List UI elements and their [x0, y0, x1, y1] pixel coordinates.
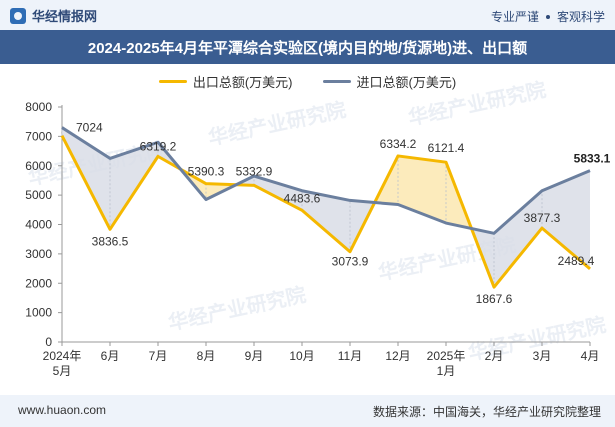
legend-item-import[interactable]: 进口总额(万美元)	[322, 70, 457, 92]
watermark-0: 华经产业研究院	[406, 77, 548, 130]
export-data-label-6: 3073.9	[332, 255, 369, 269]
tagline: 专业严谨 客观科学	[491, 8, 605, 25]
x-tick-label-0-line2: 5月	[53, 364, 72, 378]
y-tick-label-8: 8000	[25, 100, 52, 114]
import-data-label-11: 5833.1	[574, 152, 611, 166]
footer: www.huaon.com 数据来源：中国海关，华经产业研究院整理	[0, 395, 615, 427]
export-data-label-11: 2489.4	[558, 254, 595, 268]
x-tick-label-0: 2024年	[43, 349, 82, 363]
x-tick-label-8: 2025年	[427, 349, 466, 363]
brand-logo-icon	[10, 7, 26, 24]
legend-label-import: 进口总额(万美元)	[356, 74, 457, 90]
y-tick-label-0: 0	[45, 335, 52, 349]
legend: 出口总额(万美元) 进口总额(万美元)	[0, 70, 615, 92]
series-line-0	[60, 134, 591, 289]
x-tick-label-3: 8月	[197, 349, 216, 363]
x-tick-label-10: 3月	[533, 349, 552, 363]
x-tick-label-2: 7月	[149, 349, 168, 363]
area-fill-9-0	[494, 190, 542, 288]
legend-swatch-import	[322, 79, 351, 83]
y-tick-label-1: 1000	[25, 306, 52, 320]
x-tick-label-8-line2: 1月	[437, 364, 456, 378]
y-tick-label-2: 2000	[25, 276, 52, 290]
x-tick-label-4: 9月	[245, 349, 264, 363]
export-data-label-5: 4483.6	[284, 191, 321, 205]
y-tick-label-5: 5000	[25, 188, 52, 202]
legend-label-export: 出口总额(万美元)	[192, 74, 293, 90]
x-tick-label-7: 12月	[385, 349, 410, 363]
export-data-label-7: 6334.2	[380, 137, 417, 151]
bullet-icon	[545, 14, 550, 19]
area-fill-4-0	[254, 176, 302, 211]
export-data-label-8: 6121.4	[428, 141, 465, 155]
area-fill-10-0	[542, 170, 590, 269]
tagline-left: 专业严谨	[490, 10, 539, 24]
y-tick-label-4: 4000	[25, 218, 52, 232]
line-chart: 华经产业研究院华经产业研究院华经产业研究院华经产业研究院华经产业研究院华经产业研…	[25, 77, 611, 378]
export-data-label-9: 1867.6	[476, 292, 513, 306]
y-tick-label-7: 7000	[25, 129, 52, 143]
area-fill-5-0	[302, 190, 350, 252]
area-fill-1-0	[110, 142, 158, 230]
series-line-1	[61, 126, 591, 235]
brand-name: 华经情报网	[32, 9, 98, 24]
top-bar: 华经情报网 专业严谨 客观科学	[0, 0, 615, 30]
tagline-right: 客观科学	[556, 10, 605, 24]
x-tick-label-5: 10月	[289, 349, 314, 363]
footer-website[interactable]: www.huaon.com	[18, 403, 107, 417]
x-tick-label-9: 2月	[485, 349, 504, 363]
legend-item-export[interactable]: 出口总额(万美元)	[158, 70, 293, 92]
y-tick-label-6: 6000	[25, 159, 52, 173]
export-data-label-2: 6319.2	[140, 139, 177, 153]
footer-source: 数据来源：中国海关，华经产业研究院整理	[372, 405, 601, 419]
x-tick-label-11: 4月	[581, 349, 600, 363]
y-tick-label-3: 3000	[25, 247, 52, 261]
export-data-label-4: 5332.9	[236, 164, 273, 178]
chart-title: 2024-2025年4月年平潭综合实验区(境内目的地/货源地)进、出口额	[0, 30, 615, 64]
export-data-label-1: 3836.5	[92, 234, 129, 248]
x-tick-label-1: 6月	[101, 349, 120, 363]
area-fill-7-0	[398, 155, 446, 224]
legend-swatch-export	[158, 79, 187, 83]
watermark-3: 华经产业研究院	[166, 282, 308, 335]
x-tick-label-6: 11月	[338, 349, 362, 363]
export-data-label-10: 3877.3	[524, 211, 561, 225]
watermark-1: 华经产业研究院	[206, 97, 348, 150]
export-data-label-3: 5390.3	[188, 165, 225, 179]
brand[interactable]: 华经情报网	[10, 6, 97, 25]
export-data-label-0: 7024	[76, 121, 103, 135]
